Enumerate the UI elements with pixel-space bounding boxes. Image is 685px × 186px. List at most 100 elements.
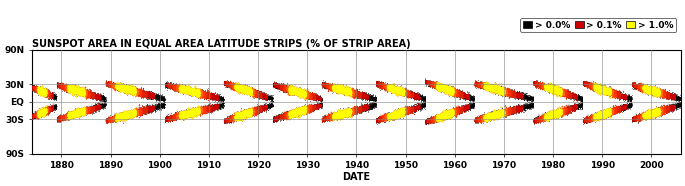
Point (121, 84, 132, 87)
Point (276, 115, 287, 118)
Point (495, 90, 506, 93)
Point (598, 88, 609, 91)
Point (483, 112, 494, 115)
Point (117, 83, 128, 86)
Point (423, 120, 434, 123)
Point (68, 112, 79, 115)
Point (601, 89, 612, 92)
Point (673, 106, 684, 109)
Point (461, 103, 472, 106)
Point (63, 86, 74, 89)
Point (597, 88, 608, 91)
Point (499, 89, 510, 92)
Point (225, 83, 236, 86)
Point (556, 108, 567, 111)
Point (540, 86, 551, 89)
Point (288, 90, 299, 93)
Point (358, 95, 369, 98)
Point (600, 110, 611, 113)
Point (329, 85, 340, 88)
Point (379, 84, 390, 86)
Point (345, 109, 356, 112)
Point (174, 114, 185, 117)
Point (328, 116, 339, 119)
Point (608, 93, 619, 96)
Point (468, 97, 479, 100)
Point (553, 91, 564, 94)
Point (134, 107, 145, 110)
Point (536, 84, 547, 87)
Point (42, 91, 53, 94)
Point (349, 108, 360, 111)
Point (125, 89, 136, 92)
Point (287, 113, 298, 116)
Point (664, 108, 675, 111)
Point (655, 111, 666, 114)
Point (364, 97, 375, 100)
Point (295, 110, 306, 113)
Point (603, 110, 614, 113)
Point (177, 89, 188, 92)
Point (381, 85, 392, 88)
Point (558, 110, 569, 113)
Point (325, 85, 336, 88)
Point (303, 108, 314, 111)
Point (234, 88, 245, 91)
Point (181, 88, 192, 91)
Point (451, 91, 462, 94)
Point (588, 116, 599, 119)
Point (247, 109, 258, 112)
Point (129, 111, 140, 114)
Point (119, 86, 130, 89)
Point (95, 107, 105, 110)
Point (175, 115, 186, 118)
Point (667, 105, 677, 108)
Point (64, 89, 75, 92)
Point (69, 86, 80, 89)
Point (299, 94, 310, 97)
Point (648, 88, 659, 91)
Point (344, 90, 355, 93)
Point (134, 112, 145, 115)
Point (499, 112, 510, 115)
Point (491, 87, 502, 90)
Point (562, 92, 573, 95)
Point (330, 86, 341, 89)
Point (118, 116, 129, 118)
Point (142, 107, 153, 110)
Point (656, 110, 667, 113)
Point (119, 113, 129, 116)
Point (125, 113, 136, 116)
Point (429, 85, 440, 88)
Point (619, 106, 630, 109)
Point (269, 117, 280, 120)
Point (623, 105, 634, 108)
Point (112, 87, 123, 90)
Point (332, 87, 342, 90)
Point (666, 103, 677, 106)
Point (35, 112, 46, 115)
Point (605, 89, 616, 92)
Point (33, 88, 44, 91)
Point (640, 91, 651, 94)
Point (547, 113, 558, 116)
Point (545, 86, 556, 89)
Point (590, 85, 601, 88)
Point (323, 87, 334, 90)
Point (386, 85, 397, 88)
Point (119, 115, 129, 118)
Point (284, 87, 295, 90)
Point (371, 98, 382, 101)
Point (608, 91, 619, 94)
Point (503, 111, 514, 114)
Point (197, 95, 208, 98)
Point (501, 92, 512, 95)
Point (159, 83, 170, 86)
Point (199, 91, 210, 94)
Point (431, 86, 442, 89)
Point (485, 87, 496, 90)
Point (660, 92, 671, 95)
Point (595, 88, 606, 91)
Point (488, 87, 499, 90)
Point (633, 115, 644, 118)
